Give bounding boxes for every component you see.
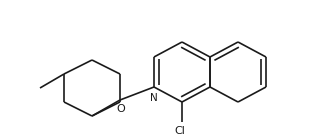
Text: O: O [117, 104, 125, 114]
Text: N: N [150, 93, 158, 103]
Text: Cl: Cl [175, 126, 185, 136]
